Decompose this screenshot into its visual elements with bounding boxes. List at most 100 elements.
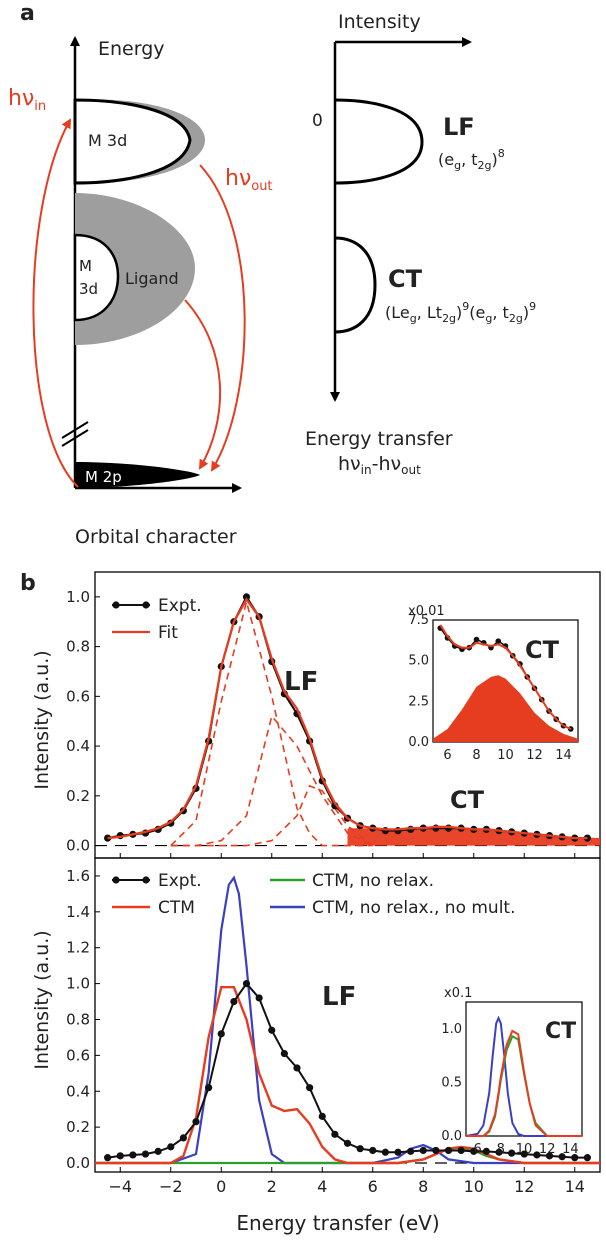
lower-xtick-label: −2 bbox=[159, 1177, 183, 1196]
m3d-mid-band bbox=[73, 233, 120, 322]
lower-expt-point bbox=[533, 1151, 541, 1159]
upper-inset-xtick-label: 6 bbox=[443, 748, 451, 763]
lower-lf-label: LF bbox=[322, 982, 356, 1012]
lower-inset-xtick-label: 14 bbox=[562, 1142, 579, 1157]
upper-inset-xtick-label: 14 bbox=[555, 748, 572, 763]
legend-ctm-label: CTM bbox=[158, 898, 195, 918]
lower-inset-scale: x0.1 bbox=[444, 986, 472, 1001]
lower-xtick-label: 4 bbox=[317, 1177, 327, 1196]
upper-inset-expt-point bbox=[495, 638, 502, 644]
lower-expt-point bbox=[280, 1049, 288, 1058]
lower-expt-point bbox=[154, 1147, 162, 1155]
lf-peak bbox=[334, 98, 424, 185]
upper-inset-ytick-label: 5.0 bbox=[408, 654, 429, 669]
lower-ctm-line bbox=[95, 986, 600, 1165]
lower-inset-xtick-label: 6 bbox=[473, 1142, 481, 1157]
legend-lower-expt-label: Expt. bbox=[158, 871, 202, 891]
axis-break-1 bbox=[61, 421, 89, 439]
lower-plot: 0.0 0.2 0.4 0.6 0.8 1.0 1.2 1.4 1.6 −4 −2 0 2 4 6 8 10 12… bbox=[66, 857, 601, 1196]
m2p-band bbox=[75, 462, 200, 488]
axis-break-2 bbox=[61, 429, 89, 447]
transfer-title: Energy transfer bbox=[305, 428, 453, 450]
upper-plot: 0.0 0.2 0.4 0.6 0.8 1.0 Expt. Fit LF CT 0.0 2.5 5.0 7… bbox=[66, 571, 601, 859]
lower-ytick-label: 0.2 bbox=[66, 1118, 90, 1136]
lower-inset-ytick-label: 0.5 bbox=[441, 1075, 462, 1090]
lower-expt-point bbox=[457, 1146, 465, 1155]
m3d-mid-label-2: 3d bbox=[79, 280, 98, 298]
lower-xtick-label: −4 bbox=[108, 1177, 132, 1196]
upper-ytick-label: 0.0 bbox=[66, 837, 90, 855]
ct-config: (Leg, Lt2g)9(eg, t2g)9 bbox=[385, 300, 536, 325]
lower-xtick-label: 0 bbox=[216, 1177, 226, 1196]
transfer-formula: hνin-hνout bbox=[338, 453, 421, 477]
lower-expt-point bbox=[179, 1134, 187, 1142]
upper-inset-xtick-label: 8 bbox=[472, 748, 480, 763]
hv-in-main: hν bbox=[8, 86, 34, 111]
m3d-top-band bbox=[73, 98, 192, 185]
lower-expt-point bbox=[293, 1064, 301, 1072]
hv-in-label: hνin bbox=[8, 86, 46, 114]
lower-expt-point bbox=[104, 1154, 112, 1162]
lower-expt-point bbox=[356, 1145, 364, 1153]
lower-ytick-label: 1.2 bbox=[66, 939, 90, 957]
lower-expt-point bbox=[230, 997, 238, 1006]
lower-no-mult-line bbox=[95, 875, 600, 1165]
orbital-axis-label: Orbital character bbox=[75, 526, 237, 548]
lower-expt-point bbox=[432, 1146, 440, 1155]
lf-label: LF bbox=[443, 113, 475, 141]
lower-expt-point bbox=[583, 1154, 591, 1162]
upper-inset-xtick-label: 12 bbox=[526, 748, 543, 763]
hv-out-label: hνout bbox=[225, 166, 273, 194]
lf-config: (eg, t2g)8 bbox=[438, 147, 505, 172]
ct-peak bbox=[334, 236, 377, 334]
hv-in-arrow bbox=[32, 118, 79, 488]
upper-inset-title: CT bbox=[525, 636, 560, 664]
lower-expt-point bbox=[495, 1148, 503, 1156]
lower-expt-point bbox=[419, 1146, 427, 1155]
upper-ytick-label: 0.6 bbox=[66, 687, 90, 705]
lower-expt-point bbox=[381, 1148, 389, 1156]
upper-component-peak_a bbox=[170, 598, 373, 847]
lower-expt-point bbox=[444, 1146, 453, 1155]
lower-expt-point bbox=[268, 1026, 276, 1034]
legend-no-mult-label: CTM, no relax., no mult. bbox=[312, 898, 516, 918]
lower-xtick-label: 12 bbox=[514, 1177, 534, 1196]
legend-expt-dot-b bbox=[142, 601, 150, 609]
hv-out-sub: out bbox=[251, 179, 272, 194]
lower-expt-point bbox=[306, 1084, 314, 1092]
lower-expt-point bbox=[343, 1139, 352, 1147]
panel-b-label: b bbox=[20, 571, 36, 596]
lower-expt-point bbox=[129, 1151, 137, 1159]
lower-inset-xtick-label: 12 bbox=[539, 1142, 556, 1157]
panel-b: b 0.0 0.2 0.4 0.6 0.8 1.0 Expt. Fit LF CT 0.0 2.5 5.… bbox=[20, 571, 601, 1235]
lower-ytick-label: 0.0 bbox=[66, 1154, 90, 1172]
upper-ytick-label: 0.4 bbox=[66, 737, 90, 755]
lower-expt-point bbox=[369, 1146, 377, 1155]
upper-ytick-label: 0.8 bbox=[66, 638, 90, 656]
upper-lf-label: LF bbox=[284, 667, 318, 697]
lower-ytick-label: 1.6 bbox=[66, 867, 90, 885]
upper-inset-ytick-label: 2.5 bbox=[408, 694, 429, 709]
hv-out-arrow-inner bbox=[184, 299, 222, 470]
lower-expt-point bbox=[394, 1148, 402, 1156]
m3d-mid-label-1: M bbox=[79, 257, 92, 275]
lower-inset-ytick-label: 0.0 bbox=[441, 1129, 462, 1144]
lower-expt-point bbox=[470, 1147, 478, 1155]
x-axis-label: Energy transfer (eV) bbox=[236, 1211, 439, 1235]
upper-inset-ytick-label: 0.0 bbox=[408, 735, 429, 750]
lower-expt-point bbox=[141, 1150, 150, 1158]
panel-a-label: a bbox=[20, 1, 35, 26]
lower-expt-point bbox=[242, 980, 251, 988]
lower-expt-point bbox=[255, 994, 263, 1002]
lower-expt-point bbox=[217, 1030, 225, 1038]
upper-inset-scale: x0.01 bbox=[408, 604, 445, 619]
lower-xtick-label: 14 bbox=[565, 1177, 585, 1196]
hv-in-sub: in bbox=[34, 99, 46, 114]
lower-ytick-label: 1.4 bbox=[66, 903, 90, 921]
lower-expt-point bbox=[545, 1152, 554, 1160]
lower-ytick-label: 0.8 bbox=[66, 1010, 90, 1028]
lower-expt-point bbox=[331, 1130, 339, 1138]
lower-xtick-label: 8 bbox=[418, 1177, 428, 1196]
lower-expt-point bbox=[167, 1143, 175, 1151]
